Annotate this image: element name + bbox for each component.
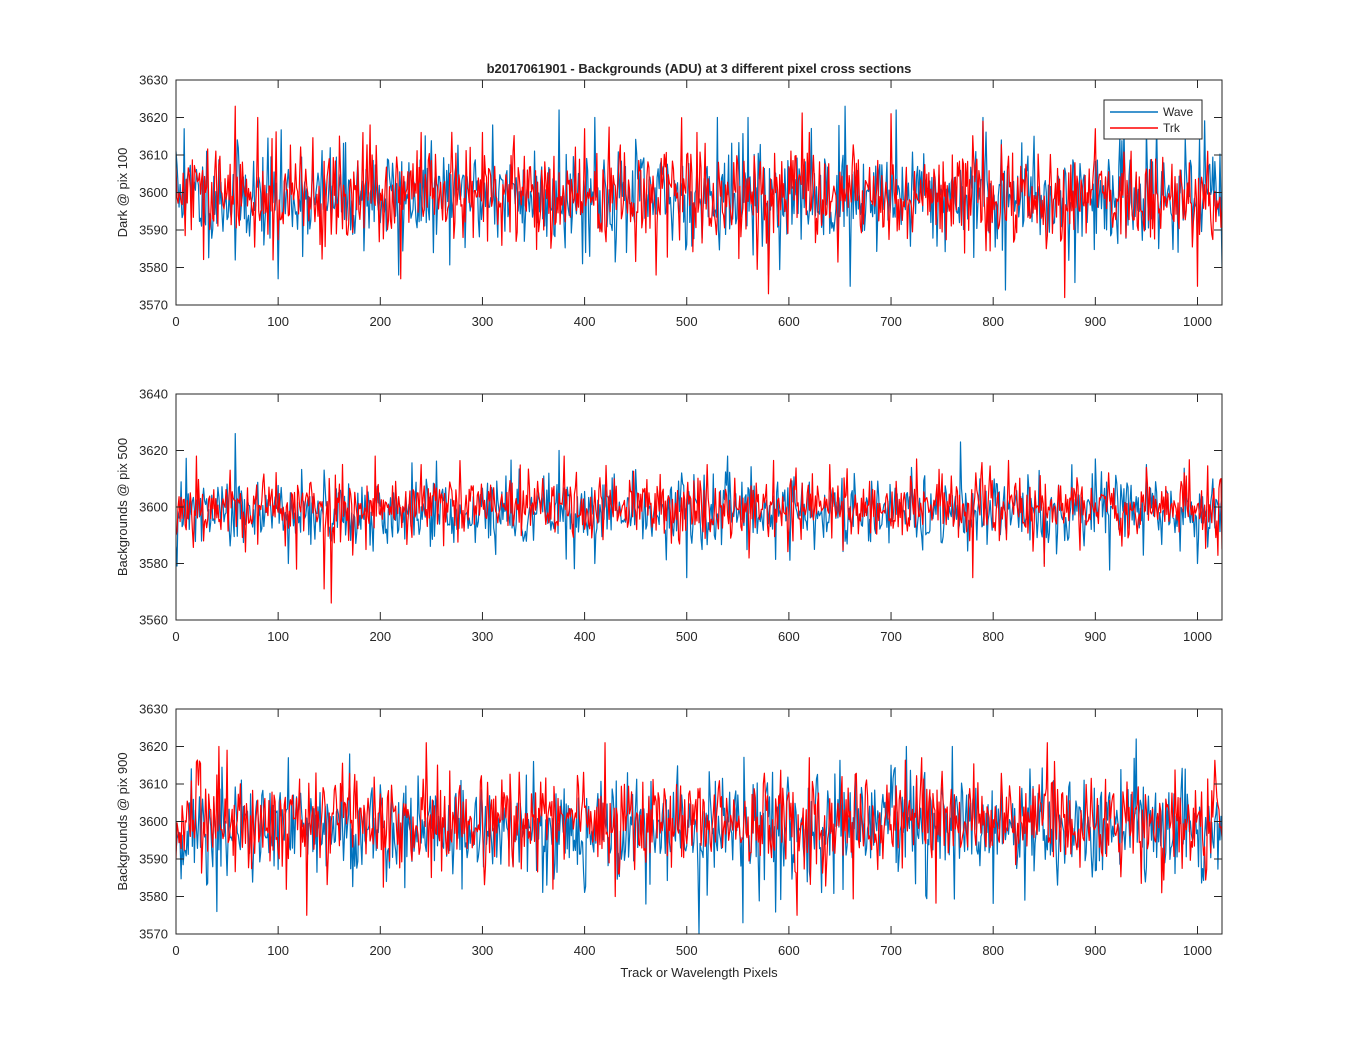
x-tick-label: 0 [172, 943, 179, 958]
x-tick-label: 400 [574, 629, 596, 644]
panel-2: 0 100 200 300 400 500 600 700 800 900 1000 3560 3580… [115, 387, 1223, 644]
x-tick-label: 100 [267, 629, 289, 644]
y-axis-label: Backgrounds @ pix 500 [115, 438, 130, 576]
y-tick-label: 3580 [139, 260, 168, 275]
series-group [176, 738, 1222, 934]
series-group [176, 105, 1222, 299]
y-tick-label: 3620 [139, 110, 168, 125]
y-tick-label: 3620 [139, 443, 168, 458]
x-tick-label: 700 [880, 629, 902, 644]
x-tick-label: 700 [880, 943, 902, 958]
x-tick-label: 200 [369, 943, 391, 958]
x-tick-label: 700 [880, 314, 902, 329]
y-tick-label: 3570 [139, 298, 168, 313]
x-tick-label: 100 [267, 943, 289, 958]
x-tick-label: 900 [1084, 629, 1106, 644]
figure-title: b2017061901 - Backgrounds (ADU) at 3 dif… [487, 61, 912, 76]
x-tick-label: 600 [778, 314, 800, 329]
x-tick-label: 500 [676, 314, 698, 329]
x-tick-label: 400 [574, 314, 596, 329]
x-tick-label: 600 [778, 943, 800, 958]
series-line-trk [176, 455, 1222, 604]
y-tick-label: 3600 [139, 500, 168, 515]
panel-1: 0 100 200 300 400 500 600 700 800 900 1000 3570 3580… [115, 73, 1223, 329]
x-tick-label: 0 [172, 314, 179, 329]
panels: 0 100 200 300 400 500 600 700 800 900 100035703580… [115, 73, 1223, 958]
x-tick-label: 400 [574, 943, 596, 958]
y-tick-label: 3640 [139, 387, 168, 402]
x-tick-label: 0 [172, 629, 179, 644]
x-tick-label: 800 [982, 629, 1004, 644]
series-line-trk [176, 105, 1222, 299]
y-tick-label: 3560 [139, 613, 168, 628]
y-tick-label: 3570 [139, 927, 168, 942]
legend-wave-label: Wave [1163, 105, 1194, 119]
y-tick-label: 3610 [139, 148, 168, 163]
y-tick-label: 3610 [139, 777, 168, 792]
y-axis-label: Dark @ pix 100 [115, 148, 130, 238]
legend: Wave Trk [1103, 99, 1203, 140]
y-tick-label: 3600 [139, 814, 168, 829]
x-tick-label: 600 [778, 629, 800, 644]
series-group [176, 432, 1222, 604]
x-tick-label: 500 [676, 629, 698, 644]
y-tick-label: 3580 [139, 556, 168, 571]
x-tick-label: 300 [472, 314, 494, 329]
x-axis-label: Track or Wavelength Pixels [620, 965, 778, 980]
y-tick-label: 3630 [139, 73, 168, 88]
y-tick-label: 3590 [139, 852, 168, 867]
x-tick-label: 900 [1084, 943, 1106, 958]
x-tick-label: 900 [1084, 314, 1106, 329]
series-line-wave [176, 738, 1222, 934]
x-tick-label: 100 [267, 314, 289, 329]
panel-3: 0 100 200 300 400 500 600 700 800 900 1000 3570 3580… [115, 702, 1223, 958]
x-tick-label: 300 [472, 629, 494, 644]
y-tick-label: 3580 [139, 889, 168, 904]
legend-box [1103, 99, 1203, 140]
y-tick-label: 3630 [139, 702, 168, 717]
y-tick-label: 3590 [139, 223, 168, 238]
y-axis-label: Backgrounds @ pix 900 [115, 752, 130, 890]
y-tick-label: 3620 [139, 739, 168, 754]
x-tick-label: 200 [369, 314, 391, 329]
x-tick-label: 200 [369, 629, 391, 644]
y-tick-label: 3600 [139, 185, 168, 200]
x-tick-label: 1000 [1183, 314, 1212, 329]
x-tick-label: 800 [982, 943, 1004, 958]
x-tick-label: 1000 [1183, 629, 1212, 644]
x-tick-label: 1000 [1183, 943, 1212, 958]
series-line-trk [176, 742, 1222, 916]
x-tick-label: 300 [472, 943, 494, 958]
legend-trk-label: Trk [1163, 121, 1181, 135]
x-tick-label: 500 [676, 943, 698, 958]
x-tick-label: 800 [982, 314, 1004, 329]
